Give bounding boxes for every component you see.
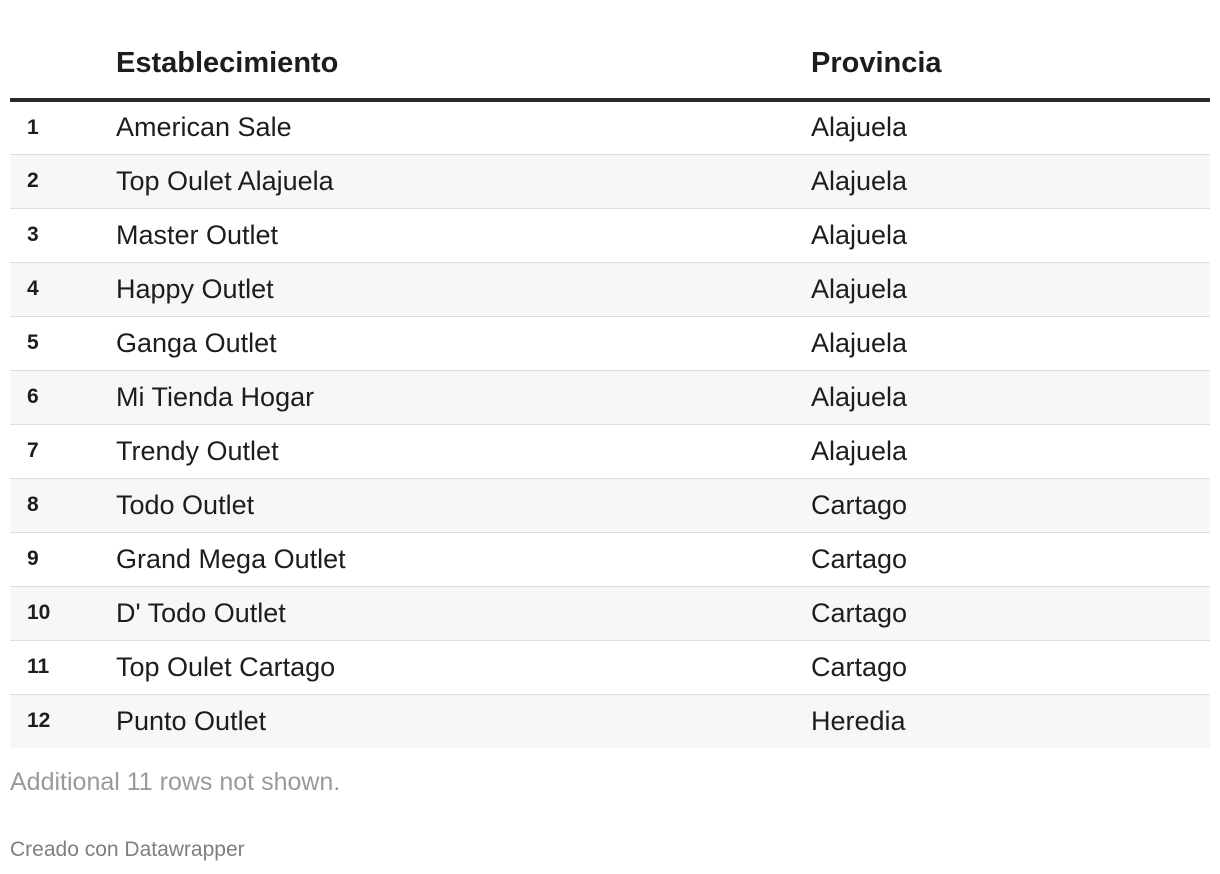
header-establecimiento[interactable]: Establecimiento [116, 0, 811, 102]
cell-rank: 10 [10, 586, 116, 641]
table-container: Establecimiento Provincia 1 American Sale… [10, 0, 1210, 748]
cell-provincia: Cartago [811, 586, 1210, 641]
cell-provincia: Cartago [811, 640, 1210, 695]
cell-rank: 7 [10, 424, 116, 479]
cell-rank: 4 [10, 262, 116, 317]
table-row: 6 Mi Tienda Hogar Alajuela [10, 370, 1210, 425]
cell-rank: 6 [10, 370, 116, 425]
table-row: 8 Todo Outlet Cartago [10, 478, 1210, 533]
cell-provincia: Heredia [811, 694, 1210, 748]
cell-establecimiento: Trendy Outlet [116, 424, 811, 479]
cell-establecimiento: Mi Tienda Hogar [116, 370, 811, 425]
cell-rank: 3 [10, 208, 116, 263]
cell-provincia: Alajuela [811, 100, 1210, 155]
cell-establecimiento: D' Todo Outlet [116, 586, 811, 641]
table-row: 5 Ganga Outlet Alajuela [10, 316, 1210, 371]
cell-rank: 11 [10, 640, 116, 695]
cell-establecimiento: Ganga Outlet [116, 316, 811, 371]
cell-rank: 1 [10, 100, 116, 155]
cell-provincia: Cartago [811, 532, 1210, 587]
cell-provincia: Alajuela [811, 316, 1210, 371]
cell-establecimiento: Grand Mega Outlet [116, 532, 811, 587]
cell-rank: 9 [10, 532, 116, 587]
cell-rank: 8 [10, 478, 116, 533]
cell-rank: 2 [10, 154, 116, 209]
cell-establecimiento: Master Outlet [116, 208, 811, 263]
datawrapper-credit: Creado con Datawrapper [10, 838, 245, 861]
cell-provincia: Cartago [811, 478, 1210, 533]
table-row: 9 Grand Mega Outlet Cartago [10, 532, 1210, 587]
table-row: 12 Punto Outlet Heredia [10, 694, 1210, 748]
cell-provincia: Alajuela [811, 262, 1210, 317]
cell-provincia: Alajuela [811, 154, 1210, 209]
table-row: 3 Master Outlet Alajuela [10, 208, 1210, 263]
header-rank[interactable] [10, 0, 116, 102]
table-header: Establecimiento Provincia [10, 0, 1210, 102]
header-row: Establecimiento Provincia [10, 0, 1210, 102]
cell-rank: 12 [10, 694, 116, 748]
cell-provincia: Alajuela [811, 424, 1210, 479]
cell-establecimiento: Todo Outlet [116, 478, 811, 533]
header-provincia[interactable]: Provincia [811, 0, 1210, 102]
table-row: 10 D' Todo Outlet Cartago [10, 586, 1210, 641]
table-body: 1 American Sale Alajuela 2 Top Oulet Alajuel… [10, 100, 1210, 748]
table-row: 11 Top Oulet Cartago Cartago [10, 640, 1210, 695]
data-table: Establecimiento Provincia 1 American Sale… [10, 0, 1210, 748]
cell-rank: 5 [10, 316, 116, 371]
table-row: 2 Top Oulet Alajuela Alajuela [10, 154, 1210, 209]
cell-establecimiento: American Sale [116, 100, 811, 155]
table-row: 4 Happy Outlet Alajuela [10, 262, 1210, 317]
cell-establecimiento: Top Oulet Cartago [116, 640, 811, 695]
table-row: 7 Trendy Outlet Alajuela [10, 424, 1210, 479]
cell-establecimiento: Happy Outlet [116, 262, 811, 317]
cell-establecimiento: Punto Outlet [116, 694, 811, 748]
table-row: 1 American Sale Alajuela [10, 100, 1210, 155]
cell-provincia: Alajuela [811, 370, 1210, 425]
cell-establecimiento: Top Oulet Alajuela [116, 154, 811, 209]
cell-provincia: Alajuela [811, 208, 1210, 263]
rows-not-shown-note: Additional 11 rows not shown. [10, 768, 341, 796]
